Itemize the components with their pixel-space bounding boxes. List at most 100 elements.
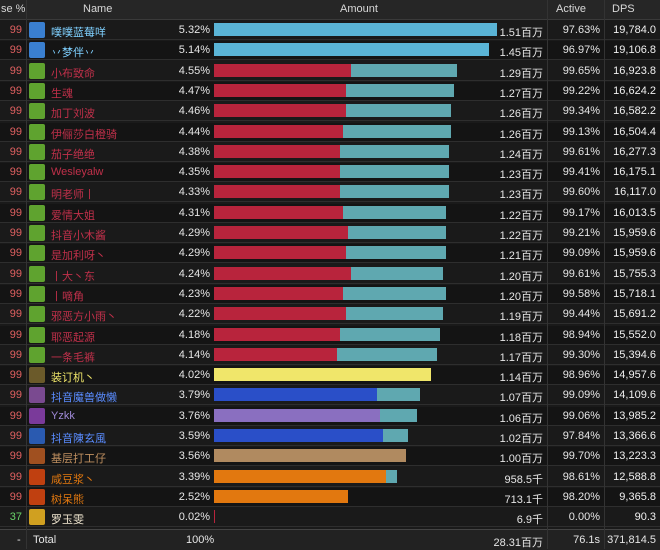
table-row[interactable]: 99 小布致命 4.55% 1.29百万 99.65% 16,923.8 [0, 62, 660, 81]
dps-value: 16,504.4 [613, 125, 656, 138]
total-share: 100% [186, 534, 215, 546]
table-row[interactable]: 99 是加利呀丶 4.29% 1.21百万 99.09% 15,959.6 [0, 244, 660, 264]
table-row[interactable]: 99 耶恶起源 4.18% 1.18百万 98.94% 15,552.0 [0, 325, 660, 345]
table-row[interactable]: 99 生魂 4.47% 1.27百万 99.22% 16,624.2 [0, 81, 660, 101]
dps-value: 13,366.6 [613, 430, 656, 442]
damage-share: 4.29% [178, 227, 210, 239]
table-row[interactable]: 99 基层打工仔 3.56% 1.00百万 99.70% 13,223.3 [0, 447, 660, 467]
damage-amount: 1.23百万 [499, 169, 543, 182]
warrior-icon [29, 448, 45, 465]
parse-percentile: 99 [9, 409, 22, 422]
damage-share: 4.24% [178, 267, 210, 280]
parse-percentile: 99 [9, 84, 22, 97]
header-pct[interactable]: se % [1, 3, 26, 15]
table-row[interactable]: 99 装订机丶 4.02% 1.14百万 98.96% 14,957.6 [0, 366, 660, 386]
skull-icon [29, 143, 45, 160]
dps-value: 19,106.8 [613, 44, 656, 57]
table-row[interactable]: 99 抖音魔兽做懒 3.79% 1.07百万 99.09% 14,109.6 [0, 386, 660, 406]
table-row[interactable]: 99 伊俪莎白橙骑 4.44% 1.26百万 99.13% 16,504.4 [0, 122, 660, 142]
table-row[interactable]: 99 Wesleyalw 4.35% 1.23百万 99.41% 16,175.1 [0, 163, 660, 183]
table-row[interactable]: 99 邪恶方小雨丶 4.22% 1.19百万 99.44% 15,691.2 [0, 305, 660, 325]
header-dps[interactable]: DPS [612, 3, 635, 15]
table-row[interactable]: 99 茄子绝绝 4.38% 1.24百万 99.61% 16,277.3 [0, 143, 660, 162]
active-time: 97.63% [562, 24, 600, 36]
amount-bar-segment [214, 286, 343, 300]
parse-percentile: 99 [9, 308, 22, 321]
damage-amount: 1.45百万 [499, 47, 543, 60]
amount-bar-segment [214, 266, 352, 280]
active-time: 97.84% [562, 430, 600, 442]
amount-bar-segment [214, 347, 337, 361]
damage-share: 4.22% [178, 308, 210, 321]
amount-bar-segment [214, 144, 340, 158]
amount-bar-segment [345, 104, 452, 118]
active-time: 96.97% [562, 44, 600, 57]
damage-amount: 1.51百万 [499, 27, 543, 39]
table-row[interactable]: 99 明老师丨 4.33% 1.23百万 99.60% 16,117.0 [0, 183, 660, 203]
amount-bar-segment [214, 205, 343, 219]
amount-bar-segment [345, 246, 446, 260]
parse-percentile: 99 [9, 227, 22, 239]
table-row[interactable]: 99 丨大丶东 4.24% 1.20百万 99.61% 15,755.3 [0, 265, 660, 284]
header-name[interactable]: Name [83, 3, 113, 15]
table-row[interactable]: 99 抖音小木酱 4.29% 1.22百万 99.21% 15,959.6 [0, 224, 660, 243]
amount-bar-segment [339, 327, 440, 341]
parse-percentile: 99 [9, 450, 22, 463]
active-time: 99.41% [562, 166, 600, 179]
druid-icon [29, 468, 45, 485]
amount-bar-segment [214, 368, 432, 382]
table-row[interactable]: 99 一条毛裤 4.14% 1.17百万 99.30% 15,394.6 [0, 346, 660, 365]
damage-share: 4.44% [178, 125, 210, 138]
table-row[interactable]: 99 加丁刘波 4.46% 1.26百万 99.34% 16,582.2 [0, 102, 660, 122]
amount-bar-segment [214, 327, 340, 341]
damage-share: 3.76% [178, 409, 210, 422]
amount-bar-segment [214, 510, 216, 524]
active-time: 99.58% [562, 287, 600, 300]
dps-value: 13,223.3 [613, 450, 656, 463]
table-row[interactable]: 99 树呆熊 2.52% 713.1千 98.20% 9,365.8 [0, 487, 660, 507]
player-name: Yzkk [51, 409, 75, 422]
parse-percentile: 99 [9, 287, 22, 300]
amount-bar-segment [351, 266, 443, 280]
table-row[interactable]: 99 丷梦伴丷 5.14% 1.45百万 96.97% 19,106.8 [0, 41, 660, 61]
dps-value: 9,365.8 [619, 490, 656, 503]
table-row[interactable]: 99 噗噗蓝莓咩 5.32% 1.51百万 97.63% 19,784.0 [0, 21, 660, 40]
table-row[interactable]: 99 Yzkk 3.76% 1.06百万 99.06% 13,985.2 [0, 406, 660, 426]
damage-amount: 1.02百万 [499, 433, 543, 445]
dps-value: 90.3 [634, 511, 656, 524]
table-row[interactable]: 37 罗玉雯 0.02% 6.9千 0.00% 90.3 [0, 508, 660, 528]
damage-share: 4.31% [178, 206, 210, 219]
amount-bar-segment [348, 226, 446, 239]
total-label: Total [33, 534, 57, 546]
table-row[interactable]: 99 抖音陳玄風 3.59% 1.02百万 97.84% 13,366.6 [0, 427, 660, 446]
amount-bar-segment [342, 205, 446, 219]
player-name: 树呆熊 [51, 493, 84, 506]
amount-bar-segment [339, 144, 449, 158]
amount-bar-segment [345, 307, 443, 321]
active-time: 99.17% [562, 206, 600, 219]
dps-value: 15,718.1 [613, 287, 656, 300]
dps-value: 19,784.0 [613, 24, 656, 36]
player-name: 装订机丶 [51, 372, 95, 385]
damage-amount: 1.24百万 [499, 148, 543, 161]
table-row[interactable]: 99 爱情大姐 4.31% 1.22百万 99.17% 16,013.5 [0, 203, 660, 223]
damage-share: 2.52% [178, 490, 210, 503]
dps-value: 12,588.8 [613, 470, 656, 483]
dps-value: 16,582.2 [613, 105, 656, 118]
skull-icon [29, 346, 45, 363]
damage-amount: 1.06百万 [499, 412, 543, 425]
player-name: 爱情大姐 [51, 209, 95, 222]
damage-amount: 1.20百万 [499, 290, 543, 303]
table-row[interactable]: 99 丨嘀角 4.23% 1.20百万 99.58% 15,718.1 [0, 284, 660, 304]
dps-value: 15,691.2 [613, 308, 656, 321]
damage-amount: 1.27百万 [499, 87, 543, 100]
header-active[interactable]: Active [556, 3, 586, 15]
amount-bar-segment [385, 469, 398, 483]
player-name: 是加利呀丶 [51, 250, 106, 263]
damage-amount: 1.17百万 [499, 351, 543, 364]
amount-bar-segment [214, 469, 386, 483]
player-name: 咸豆浆丶 [51, 473, 95, 486]
table-row[interactable]: 99 咸豆浆丶 3.39% 958.5千 98.61% 12,588.8 [0, 468, 660, 487]
header-amount[interactable]: Amount [340, 3, 378, 15]
parse-percentile: 99 [9, 125, 22, 138]
